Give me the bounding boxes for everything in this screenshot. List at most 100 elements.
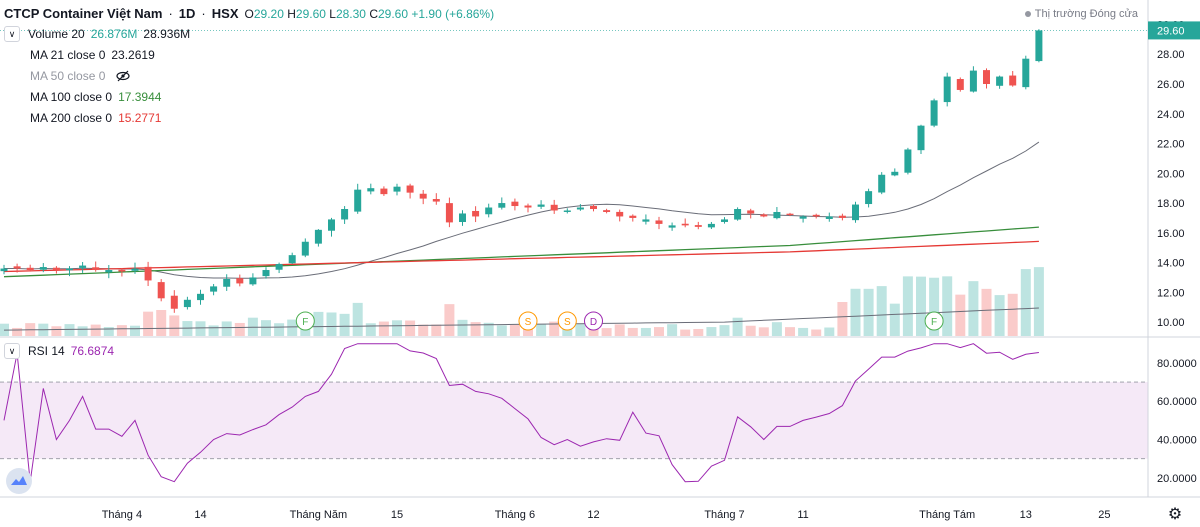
volume-bar xyxy=(103,327,114,336)
low-value: 28.30 xyxy=(335,6,366,21)
volume-bar xyxy=(562,327,573,336)
legend-volume[interactable]: ∨ Volume 20 26.876M 28.936M xyxy=(4,26,190,42)
exchange-label: HSX xyxy=(211,6,239,21)
event-marker-label: D xyxy=(590,317,597,328)
close-value: 29.60 xyxy=(378,6,409,21)
volume-bar xyxy=(221,321,232,336)
candle xyxy=(314,229,322,244)
volume-bar xyxy=(12,327,23,336)
candle xyxy=(878,174,886,193)
volume-bar xyxy=(693,328,704,336)
volume-bar xyxy=(326,312,337,336)
legend-ma100[interactable]: MA 100 close 0 17.3944 xyxy=(30,90,161,104)
candle xyxy=(917,125,925,151)
time-tick-label: 25 xyxy=(1098,509,1110,521)
rsi-tick-label: 60.0000 xyxy=(1157,396,1197,408)
high-label: H xyxy=(287,6,296,21)
candle xyxy=(694,225,702,227)
volume-bar xyxy=(418,324,429,336)
rsi-band xyxy=(0,382,1148,459)
candle xyxy=(812,214,820,217)
collapse-chevron-icon[interactable]: ∨ xyxy=(4,26,20,42)
volume-bar xyxy=(614,324,625,336)
volume-bar xyxy=(916,276,926,336)
volume-label: Volume 20 xyxy=(28,27,85,41)
ma200-line xyxy=(3,240,1039,273)
candle xyxy=(432,199,440,202)
candle xyxy=(760,214,768,217)
candle xyxy=(1022,58,1030,88)
eye-hidden-icon[interactable] xyxy=(115,70,131,82)
candle xyxy=(930,100,938,126)
legend-ma50[interactable]: MA 50 close 0 xyxy=(30,69,131,83)
open-label: O xyxy=(244,6,254,21)
candle xyxy=(590,205,597,210)
ma100-label: MA 100 close 0 xyxy=(30,90,113,104)
last-price-label: 29.60 xyxy=(1157,25,1185,37)
legend-ma200[interactable]: MA 200 close 0 15.2771 xyxy=(30,111,161,125)
event-marker-label: S xyxy=(525,317,532,328)
candle xyxy=(616,211,624,217)
volume-bar xyxy=(274,323,285,336)
candle xyxy=(603,210,611,212)
volume-bar xyxy=(758,327,769,336)
grid-layer xyxy=(0,0,1200,498)
price-tick-label: 12.00 xyxy=(1157,287,1185,299)
volume-bar xyxy=(483,322,494,336)
price-tick-label: 10.00 xyxy=(1157,317,1185,329)
candle xyxy=(629,215,637,218)
event-marker xyxy=(584,311,603,331)
ma100-line xyxy=(3,226,1039,278)
candle xyxy=(655,220,663,224)
low-label: L xyxy=(329,6,336,21)
volume-bar xyxy=(287,319,298,336)
ma200-value: 15.2771 xyxy=(118,111,162,125)
candle xyxy=(0,268,8,272)
tradingview-logo-icon[interactable] xyxy=(6,468,32,494)
rsi-label: RSI 14 xyxy=(28,344,65,358)
settings-gear-icon[interactable]: ⚙ xyxy=(1167,506,1183,523)
status-dot-icon xyxy=(1024,11,1031,17)
volume-bar xyxy=(365,323,376,336)
candle xyxy=(380,188,388,195)
candle xyxy=(838,215,846,218)
legend-ma21[interactable]: MA 21 close 0 23.2619 xyxy=(30,48,155,62)
rsi-tick-label: 80.0000 xyxy=(1157,358,1197,370)
price-tick-label: 28.00 xyxy=(1157,49,1185,61)
candle xyxy=(301,241,309,256)
symbol-title[interactable]: CTCP Container Việt Nam xyxy=(4,6,163,21)
interval-label[interactable]: 1D xyxy=(178,6,196,21)
volume-bar xyxy=(470,322,481,336)
candle xyxy=(79,265,87,268)
ma-layer xyxy=(3,141,1040,331)
candle xyxy=(563,210,571,212)
candle xyxy=(865,191,873,205)
candle xyxy=(773,211,781,219)
candle xyxy=(498,203,506,208)
rsi-collapse-chevron-icon[interactable]: ∨ xyxy=(4,343,20,359)
event-marker-label: S xyxy=(564,317,571,328)
volume-bar xyxy=(627,327,638,336)
volume-bar xyxy=(640,327,651,336)
price-tick-label: 20.00 xyxy=(1157,168,1185,180)
rsi-line xyxy=(3,343,1039,483)
volume-bar xyxy=(378,321,389,336)
volume-bar xyxy=(549,321,560,336)
volume-bar xyxy=(523,328,533,336)
candle xyxy=(1035,30,1043,62)
volume-bar xyxy=(968,281,979,336)
open-value: 29.20 xyxy=(253,6,284,21)
candle xyxy=(210,286,218,292)
legend-rsi[interactable]: ∨ RSI 14 76.6874 xyxy=(4,343,114,359)
candle xyxy=(328,219,335,231)
candle xyxy=(969,70,977,92)
candle xyxy=(524,205,532,208)
candle xyxy=(956,79,964,90)
volume-bar xyxy=(811,329,822,336)
candle xyxy=(223,278,231,287)
volume-bar xyxy=(1033,267,1044,336)
volume-value-2: 28.936M xyxy=(143,27,191,41)
rsi-tick-label: 20.0000 xyxy=(1157,473,1197,485)
candle xyxy=(419,193,427,199)
